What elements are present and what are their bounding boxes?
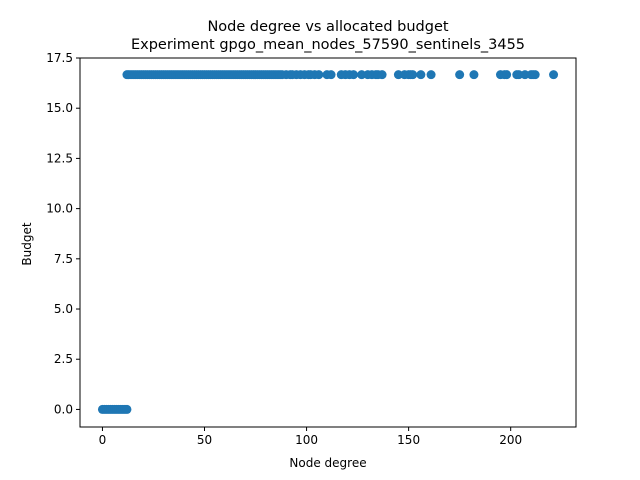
x-tick-label: 50 [197, 433, 212, 447]
data-point [469, 70, 479, 80]
data-point [326, 70, 336, 80]
data-point [314, 70, 324, 80]
x-axis-label: Node degree [289, 456, 366, 470]
y-tick-label: 12.5 [46, 151, 73, 165]
data-point [377, 70, 387, 80]
axes-frame [79, 57, 577, 428]
chart-title: Node degree vs allocated budget [207, 19, 448, 35]
x-tick-label: 0 [99, 433, 107, 447]
x-tick-label: 150 [397, 433, 420, 447]
x-tick-label: 100 [295, 433, 318, 447]
data-point [426, 70, 436, 80]
data-point [122, 404, 132, 414]
data-point [349, 70, 359, 80]
data-point [502, 70, 512, 80]
series-0 [97, 70, 559, 414]
data-point [549, 70, 559, 80]
chart-subtitle: Experiment gpgo_mean_nodes_57590_sentine… [131, 37, 525, 53]
data-point [416, 70, 426, 80]
data-point [408, 70, 418, 80]
y-axis-label: Budget [20, 222, 34, 265]
y-tick-label: 17.5 [46, 51, 73, 65]
y-tick-label: 2.5 [54, 352, 73, 366]
y-tick-label: 5.0 [54, 302, 73, 316]
y-tick-label: 10.0 [46, 202, 73, 216]
y-tick-label: 0.0 [54, 402, 73, 416]
y-tick-label: 15.0 [46, 101, 73, 115]
y-tick-label: 7.5 [54, 252, 73, 266]
x-tick-label: 200 [499, 433, 522, 447]
data-point [455, 70, 465, 80]
data-point [530, 70, 540, 80]
plot-area: 0 50 100 150 200 0.0 2.5 5.0 7.5 10.0 12.5 15.0 17.5 [46, 51, 577, 447]
